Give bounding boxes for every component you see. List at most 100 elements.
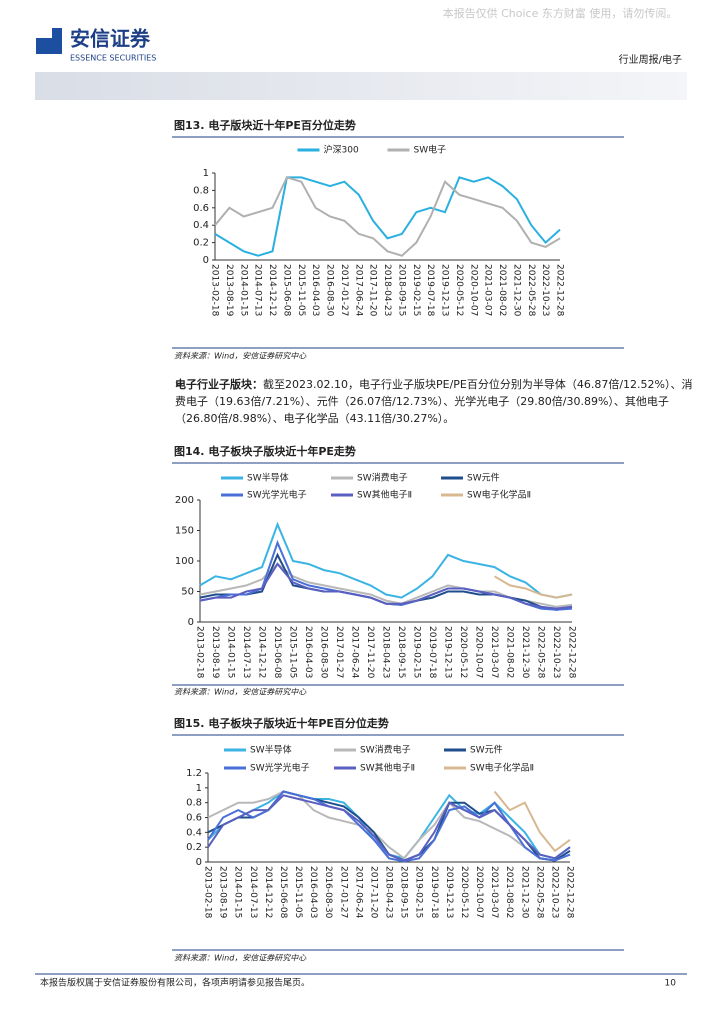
legend-label: SW电子化学品Ⅱ — [470, 762, 534, 774]
legend-label: SW光学光电子 — [250, 762, 310, 774]
y-tick-label: 0 — [188, 617, 194, 628]
x-tick-label: 2022-10-23 — [540, 264, 550, 316]
series-line — [493, 790, 571, 853]
x-tick-label: 2017-11-20 — [368, 264, 378, 317]
x-tick-label: 2018-09-15 — [396, 264, 406, 316]
x-tick-label: 2018-04-23 — [384, 866, 394, 918]
legend-label: SW电子化学品Ⅱ — [467, 489, 531, 501]
y-tick-label: 0.2 — [193, 238, 209, 249]
x-tick-label: 2014-12-12 — [257, 626, 267, 678]
x-tick-label: 2016-04-03 — [303, 626, 313, 678]
paragraph-label: 电子行业子版块： — [175, 378, 263, 391]
x-tick-label: 2020-10-07 — [474, 626, 484, 678]
series-line — [214, 176, 561, 257]
x-tick-label: 2019-02-15 — [411, 264, 421, 316]
x-tick-label: 2014-01-15 — [226, 626, 236, 678]
x-tick-label: 2019-07-18 — [425, 264, 435, 317]
paragraph-text: 截至2023.02.10，电子行业子版块PE/PE百分位分别为半导体（46.87… — [175, 378, 693, 425]
x-tick-label: 2022-05-28 — [526, 264, 536, 317]
legend-label: SW元件 — [470, 744, 503, 756]
source: 资料来源：Wind，安信证券研究中心 — [174, 688, 307, 697]
header-band — [35, 72, 687, 100]
x-tick-label: 2018-04-23 — [382, 264, 392, 316]
series-line — [207, 790, 571, 862]
x-tick-label: 2021-08-02 — [504, 866, 514, 918]
series-line — [207, 790, 571, 863]
x-tick-label: 2019-07-18 — [429, 866, 439, 919]
x-tick-label: 2017-11-20 — [365, 626, 375, 679]
x-tick-label: 2019-02-15 — [414, 866, 424, 918]
x-tick-label: 2013-02-18 — [195, 626, 205, 679]
source: 资料来源：Wind，安信证券研究中心 — [174, 954, 307, 963]
x-tick-label: 2013-02-18 — [203, 866, 213, 919]
x-tick-label: 2019-02-15 — [412, 626, 422, 678]
section-label: 行业周报/电子 — [619, 53, 682, 66]
x-tick-label: 2021-08-02 — [497, 264, 507, 316]
x-tick-label: 2021-03-07 — [489, 866, 499, 918]
y-tick-label: 150 — [175, 526, 194, 537]
x-tick-label: 2019-12-13 — [443, 626, 453, 678]
x-tick-label: 2020-05-12 — [454, 264, 464, 316]
x-tick-label: 2022-12-28 — [565, 866, 575, 919]
logo-en: ESSENCE SECURITIES — [70, 54, 156, 63]
x-tick-label: 2017-06-24 — [350, 626, 360, 679]
x-tick-label: 2022-12-28 — [555, 264, 565, 317]
x-tick-label: 2014-07-13 — [248, 866, 258, 918]
x-tick-label: 2017-01-27 — [334, 626, 344, 678]
y-tick-label: 1 — [203, 168, 209, 179]
x-tick-label: 2020-10-07 — [468, 264, 478, 316]
x-tick-label: 2017-01-27 — [338, 866, 348, 918]
x-tick-label: 2021-03-07 — [483, 264, 493, 316]
x-tick-label: 2015-06-08 — [281, 264, 291, 317]
legend-label: SW消费电子 — [357, 472, 408, 484]
y-tick-label: 0.8 — [186, 798, 202, 809]
x-tick-label: 2019-12-13 — [444, 866, 454, 918]
series-line — [207, 794, 571, 862]
legend-label: SW其他电子Ⅱ — [357, 489, 412, 501]
x-tick-label: 2014-07-13 — [241, 626, 251, 678]
series-line — [214, 176, 561, 257]
y-tick-label: 0.4 — [186, 827, 202, 838]
y-tick-label: 0 — [203, 255, 209, 266]
series-line — [199, 521, 573, 599]
figure-title: 图14. 电子板块子版块近十年PE走势 — [174, 444, 356, 458]
x-tick-label: 2021-12-30 — [511, 264, 521, 317]
x-tick-label: 2013-08-19 — [224, 264, 234, 317]
y-tick-label: 0.2 — [186, 842, 202, 853]
y-tick-label: 0.6 — [186, 813, 202, 824]
y-tick-label: 100 — [175, 556, 194, 567]
legend-label: SW半导体 — [247, 472, 289, 484]
x-tick-label: 2022-10-23 — [551, 626, 561, 678]
x-tick-label: 2017-01-27 — [339, 264, 349, 316]
logo: 安信证券 — [70, 27, 151, 51]
y-tick-label: 0 — [196, 857, 202, 868]
legend-label: SW半导体 — [250, 744, 292, 756]
x-tick-label: 2015-11-05 — [288, 626, 298, 678]
x-tick-label: 2017-11-20 — [368, 866, 378, 919]
x-tick-label: 2022-05-28 — [536, 626, 546, 679]
x-tick-label: 2014-12-12 — [263, 866, 273, 918]
x-tick-label: 2018-09-15 — [399, 866, 409, 918]
x-tick-label: 2014-01-15 — [238, 264, 248, 316]
y-tick-label: 50 — [181, 587, 194, 598]
page-number: 10 — [665, 979, 677, 989]
x-tick-label: 2016-08-30 — [319, 626, 329, 679]
x-tick-label: 2018-09-15 — [396, 626, 406, 678]
x-tick-label: 2019-12-13 — [440, 264, 450, 316]
x-tick-label: 2016-04-03 — [308, 866, 318, 918]
legend-label: SW消费电子 — [360, 744, 411, 756]
legend-label: SW电子 — [414, 144, 447, 156]
x-tick-label: 2018-04-23 — [381, 626, 391, 678]
paragraph: 电子行业子版块：截至2023.02.10，电子行业子版块PE/PE百分位分别为半… — [175, 376, 695, 427]
x-tick-label: 2022-12-28 — [567, 626, 577, 679]
y-tick-label: 1 — [196, 783, 202, 794]
footer-text: 本报告版权属于安信证券股份有限公司，各项声明请参见报告尾页。 — [40, 977, 310, 989]
y-tick-label: 0.8 — [193, 185, 209, 196]
x-tick-label: 2014-01-15 — [233, 866, 243, 918]
x-tick-label: 2017-06-24 — [353, 866, 363, 919]
legend-label: SW光学光电子 — [247, 489, 307, 501]
x-tick-label: 2021-12-30 — [519, 866, 529, 919]
x-tick-label: 2013-02-18 — [210, 264, 220, 317]
